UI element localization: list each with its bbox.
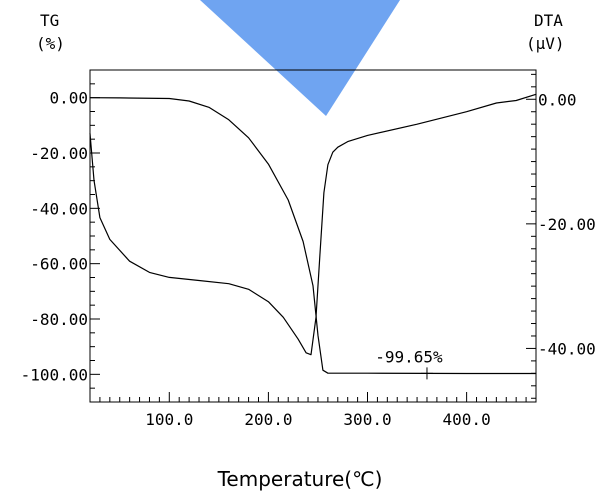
x-tick-label: 400.0 bbox=[443, 410, 491, 429]
annotation-label: -99.65% bbox=[375, 347, 443, 366]
dta-curve bbox=[89, 93, 537, 356]
tg-curve bbox=[89, 97, 537, 375]
background-watermark-shape bbox=[200, 0, 400, 116]
right-axis-ticks: 0.00 -20.00 -40.00 bbox=[526, 73, 596, 399]
right-axis-title-line2: (μV) bbox=[526, 34, 565, 53]
x-axis-ticks: 100.0 200.0 300.0 400.0 bbox=[89, 392, 537, 429]
x-tick-label: 300.0 bbox=[343, 410, 391, 429]
right-tick-label: 0.00 bbox=[538, 90, 577, 109]
right-tick-label: -20.00 bbox=[538, 215, 596, 234]
x-tick-label: 100.0 bbox=[145, 410, 193, 429]
right-tick-label: -40.00 bbox=[538, 339, 596, 358]
x-tick-label: 200.0 bbox=[244, 410, 292, 429]
right-axis-title-line1: DTA bbox=[534, 11, 563, 30]
left-axis-title-line2: (%) bbox=[36, 34, 65, 53]
x-axis-label: Temperature(℃) bbox=[217, 467, 383, 491]
series-layer: -99.65% bbox=[89, 93, 537, 380]
left-tick-label: -20.00 bbox=[30, 144, 88, 163]
left-axis-title-line1: TG bbox=[40, 11, 59, 30]
left-tick-label: -60.00 bbox=[30, 255, 88, 274]
left-tick-label: -100.00 bbox=[21, 365, 88, 384]
left-tick-label: -80.00 bbox=[30, 310, 88, 329]
left-tick-label: 0.00 bbox=[49, 89, 88, 108]
left-tick-label: -40.00 bbox=[30, 199, 88, 218]
left-axis-ticks: 0.00 -20.00 -40.00 -60.00 -80.00 -100.00 bbox=[21, 69, 100, 403]
